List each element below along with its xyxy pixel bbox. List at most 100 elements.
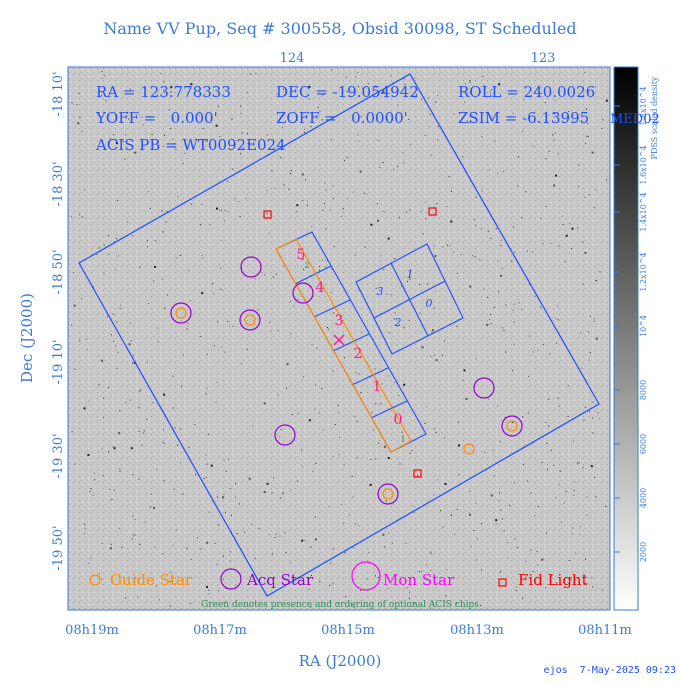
field-star	[105, 100, 107, 102]
field-star	[232, 168, 234, 170]
field-star	[525, 191, 527, 193]
field-star	[277, 394, 279, 396]
field-star	[517, 185, 519, 187]
field-star	[568, 111, 570, 113]
field-star	[355, 76, 357, 78]
field-star	[239, 216, 241, 218]
field-star	[88, 400, 90, 402]
legend-note: Green denotes presence and ordering of o…	[201, 600, 479, 610]
field-star	[113, 134, 115, 136]
field-star	[565, 491, 567, 493]
field-star	[590, 465, 593, 468]
field-star	[421, 570, 423, 572]
field-star	[375, 575, 376, 577]
field-star	[425, 406, 427, 408]
field-star	[198, 114, 200, 116]
field-star	[179, 462, 181, 464]
field-star	[79, 116, 81, 118]
field-star	[490, 323, 492, 325]
field-star	[221, 346, 223, 348]
field-star	[522, 416, 524, 418]
field-star	[219, 209, 221, 211]
field-star	[400, 285, 402, 287]
field-star	[83, 533, 85, 535]
field-star	[377, 219, 379, 222]
field-star	[325, 228, 327, 230]
field-star	[201, 254, 203, 256]
field-star	[584, 406, 586, 408]
field-star	[409, 452, 411, 454]
field-star	[382, 533, 385, 536]
field-star	[382, 162, 384, 163]
field-star	[521, 217, 523, 219]
field-star	[381, 383, 383, 385]
field-star	[513, 303, 515, 305]
field-star	[539, 217, 541, 219]
field-star	[216, 563, 218, 565]
field-star	[267, 134, 269, 136]
field-star	[192, 116, 194, 118]
field-star	[500, 239, 502, 241]
field-star	[422, 233, 424, 235]
field-star	[230, 531, 232, 532]
field-star	[300, 584, 301, 586]
field-star	[172, 544, 174, 546]
field-star	[569, 223, 571, 225]
field-star	[157, 341, 159, 343]
field-star	[112, 446, 114, 448]
field-star	[205, 140, 207, 142]
field-star	[546, 442, 548, 444]
field-star	[206, 463, 208, 465]
field-star	[588, 194, 590, 196]
field-star	[481, 136, 483, 138]
field-star	[427, 283, 429, 285]
field-star	[527, 480, 529, 482]
sky-image	[68, 67, 610, 610]
field-star	[584, 582, 586, 584]
field-star	[246, 92, 248, 94]
field-star	[101, 70, 103, 72]
field-star	[445, 595, 447, 597]
field-star	[203, 478, 205, 479]
field-star	[366, 578, 368, 580]
field-star	[352, 191, 354, 193]
field-star	[275, 273, 277, 275]
field-star	[101, 448, 103, 450]
field-star	[388, 532, 390, 534]
field-star	[173, 488, 175, 490]
field-star	[308, 419, 311, 422]
field-star	[557, 397, 559, 399]
field-star	[493, 306, 495, 308]
field-star	[216, 496, 218, 498]
field-star	[572, 527, 574, 529]
field-star	[521, 309, 522, 311]
field-star	[475, 502, 477, 504]
field-star	[164, 135, 165, 136]
field-star	[74, 463, 76, 465]
field-star	[362, 87, 364, 89]
field-star	[207, 433, 209, 435]
colorbar-tick-label: 8000	[639, 380, 648, 400]
field-star	[584, 251, 587, 254]
field-star	[206, 353, 208, 355]
ra-tick-0817: 08h17m	[193, 623, 247, 638]
field-star	[579, 526, 581, 528]
field-star	[588, 331, 589, 333]
field-star	[593, 321, 595, 322]
field-star	[589, 352, 591, 353]
field-star	[457, 421, 459, 423]
field-star	[582, 241, 584, 243]
field-star	[175, 148, 177, 150]
field-star	[475, 225, 477, 227]
field-star	[592, 432, 594, 434]
field-star	[585, 558, 586, 560]
field-star	[562, 224, 564, 225]
field-star	[595, 496, 597, 498]
field-star	[393, 168, 395, 170]
field-star	[271, 492, 273, 494]
field-star	[139, 266, 141, 268]
field-star	[264, 274, 266, 276]
field-star	[555, 174, 557, 177]
field-star	[223, 494, 225, 495]
